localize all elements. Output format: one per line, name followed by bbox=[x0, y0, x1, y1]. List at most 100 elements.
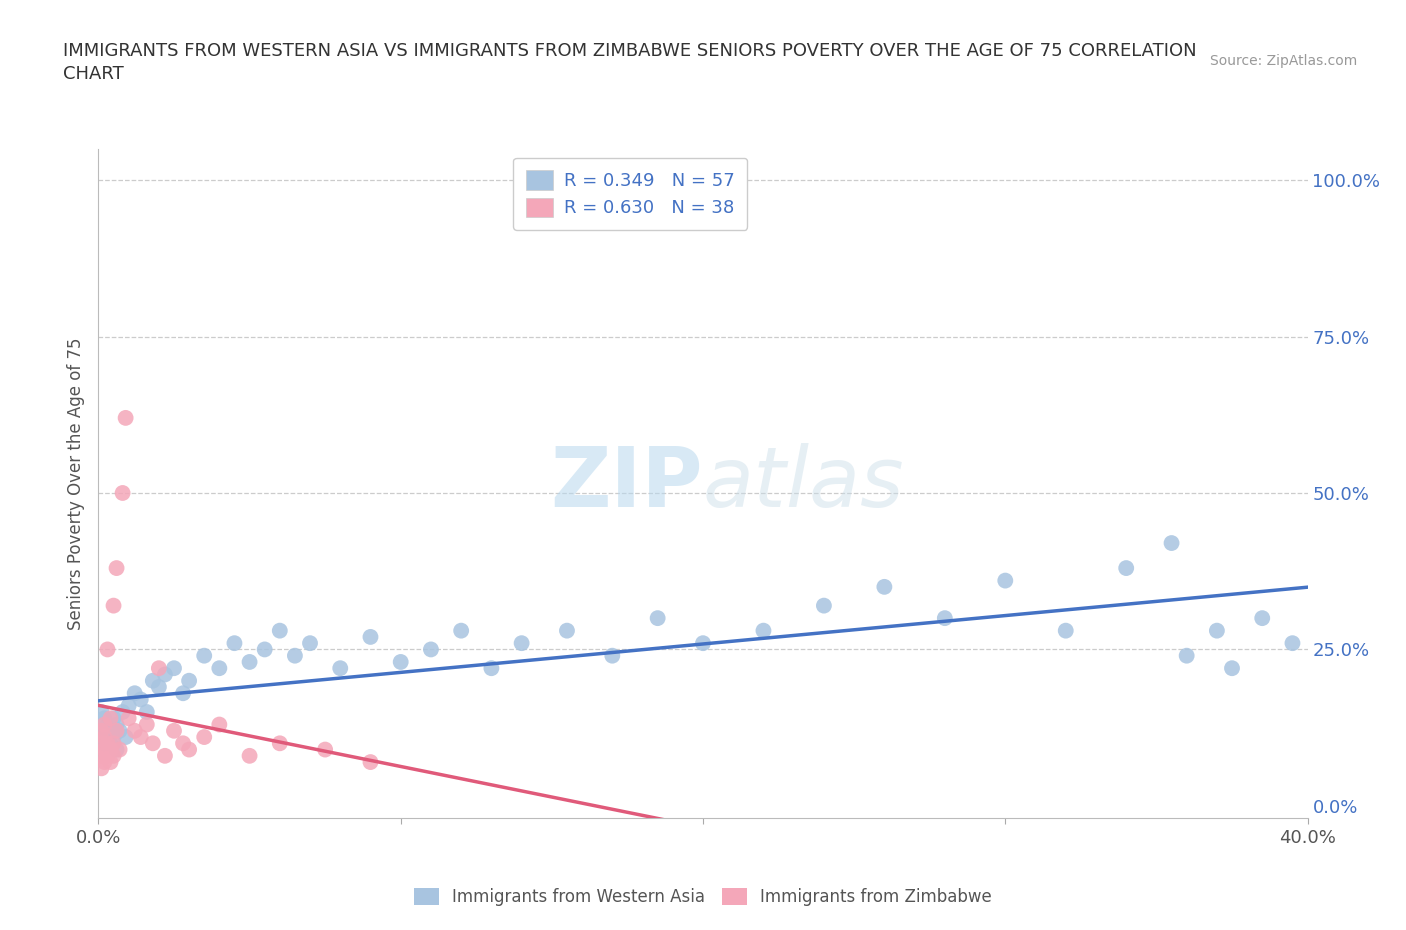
Point bbox=[873, 579, 896, 594]
Point bbox=[100, 742, 122, 757]
Text: atlas: atlas bbox=[703, 443, 904, 525]
Point bbox=[103, 749, 125, 764]
Point bbox=[100, 754, 122, 769]
Point bbox=[129, 730, 152, 745]
Point bbox=[239, 655, 262, 670]
Point bbox=[647, 611, 669, 626]
Point bbox=[360, 754, 382, 769]
Text: ZIP: ZIP bbox=[551, 443, 703, 525]
Point bbox=[90, 761, 112, 776]
Point bbox=[103, 730, 125, 745]
Point bbox=[93, 754, 115, 769]
Point bbox=[450, 623, 472, 638]
Point bbox=[1281, 636, 1303, 651]
Point bbox=[179, 673, 201, 688]
Point bbox=[118, 698, 141, 713]
Point bbox=[135, 717, 157, 732]
Point bbox=[329, 661, 352, 676]
Point bbox=[90, 749, 112, 764]
Point bbox=[118, 711, 141, 725]
Point bbox=[1175, 648, 1198, 663]
Point bbox=[93, 711, 115, 725]
Point bbox=[253, 642, 276, 657]
Point bbox=[1206, 623, 1229, 638]
Point bbox=[153, 749, 176, 764]
Y-axis label: Seniors Poverty Over the Age of 75: Seniors Poverty Over the Age of 75 bbox=[66, 338, 84, 630]
Point bbox=[142, 673, 165, 688]
Point bbox=[105, 724, 128, 738]
Legend: R = 0.349   N = 57, R = 0.630   N = 38: R = 0.349 N = 57, R = 0.630 N = 38 bbox=[513, 158, 748, 230]
Point bbox=[93, 742, 115, 757]
Point bbox=[142, 736, 165, 751]
Point bbox=[111, 485, 134, 500]
Point bbox=[124, 685, 146, 700]
Point bbox=[129, 692, 152, 707]
Point bbox=[93, 717, 115, 732]
Point bbox=[481, 661, 503, 676]
Point bbox=[114, 730, 136, 745]
Point bbox=[103, 711, 125, 725]
Point bbox=[124, 724, 146, 738]
Point bbox=[555, 623, 578, 638]
Point bbox=[96, 730, 118, 745]
Point bbox=[153, 667, 176, 682]
Point bbox=[114, 410, 136, 425]
Point bbox=[148, 661, 170, 676]
Point bbox=[105, 561, 128, 576]
Point bbox=[90, 724, 112, 738]
Point bbox=[602, 648, 624, 663]
Point bbox=[360, 630, 382, 644]
Point bbox=[193, 730, 215, 745]
Point bbox=[100, 736, 122, 751]
Point bbox=[1160, 536, 1182, 551]
Point bbox=[224, 636, 246, 651]
Point bbox=[108, 724, 131, 738]
Point bbox=[813, 598, 835, 613]
Point bbox=[179, 742, 201, 757]
Point bbox=[934, 611, 956, 626]
Point bbox=[239, 749, 262, 764]
Point bbox=[93, 730, 115, 745]
Point bbox=[172, 685, 194, 700]
Point bbox=[1251, 611, 1274, 626]
Point bbox=[96, 736, 118, 751]
Point bbox=[90, 705, 112, 720]
Point bbox=[111, 705, 134, 720]
Point bbox=[692, 636, 714, 651]
Point bbox=[103, 736, 125, 751]
Point bbox=[135, 705, 157, 720]
Point bbox=[96, 717, 118, 732]
Text: IMMIGRANTS FROM WESTERN ASIA VS IMMIGRANTS FROM ZIMBABWE SENIORS POVERTY OVER TH: IMMIGRANTS FROM WESTERN ASIA VS IMMIGRAN… bbox=[63, 42, 1197, 84]
Point bbox=[93, 736, 115, 751]
Point bbox=[420, 642, 443, 657]
Point bbox=[100, 711, 122, 725]
Point bbox=[193, 648, 215, 663]
Point bbox=[208, 661, 231, 676]
Point bbox=[148, 680, 170, 695]
Point bbox=[284, 648, 307, 663]
Point bbox=[96, 749, 118, 764]
Point bbox=[269, 623, 291, 638]
Point bbox=[1220, 661, 1243, 676]
Legend: Immigrants from Western Asia, Immigrants from Zimbabwe: Immigrants from Western Asia, Immigrants… bbox=[408, 881, 998, 912]
Point bbox=[108, 742, 131, 757]
Point bbox=[389, 655, 412, 670]
Point bbox=[994, 573, 1017, 588]
Point bbox=[105, 742, 128, 757]
Point bbox=[208, 717, 231, 732]
Text: Source: ZipAtlas.com: Source: ZipAtlas.com bbox=[1209, 54, 1357, 68]
Point bbox=[103, 598, 125, 613]
Point bbox=[172, 736, 194, 751]
Point bbox=[752, 623, 775, 638]
Point bbox=[96, 642, 118, 657]
Point bbox=[163, 724, 186, 738]
Point bbox=[163, 661, 186, 676]
Point bbox=[269, 736, 291, 751]
Point bbox=[90, 724, 112, 738]
Point bbox=[90, 736, 112, 751]
Point bbox=[105, 717, 128, 732]
Point bbox=[299, 636, 322, 651]
Point bbox=[314, 742, 336, 757]
Point bbox=[510, 636, 533, 651]
Point bbox=[100, 724, 122, 738]
